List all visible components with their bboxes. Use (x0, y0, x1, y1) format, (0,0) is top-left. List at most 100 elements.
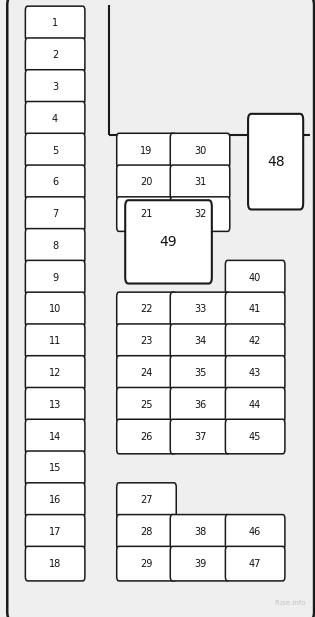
Text: 26: 26 (140, 431, 153, 442)
Text: 1: 1 (52, 19, 58, 28)
FancyBboxPatch shape (117, 387, 176, 422)
FancyBboxPatch shape (25, 515, 85, 549)
Text: 24: 24 (140, 368, 153, 378)
Text: 12: 12 (49, 368, 61, 378)
Text: 40: 40 (249, 273, 261, 283)
Text: 7: 7 (52, 209, 58, 219)
Text: 34: 34 (194, 336, 206, 346)
FancyBboxPatch shape (170, 292, 230, 327)
Text: 5: 5 (52, 146, 58, 155)
Text: Fuse.info: Fuse.info (274, 600, 306, 606)
Text: 48: 48 (267, 155, 284, 168)
Text: 23: 23 (140, 336, 153, 346)
Text: 6: 6 (52, 177, 58, 188)
FancyBboxPatch shape (226, 515, 285, 549)
FancyBboxPatch shape (117, 324, 176, 358)
FancyBboxPatch shape (117, 292, 176, 327)
FancyBboxPatch shape (25, 229, 85, 263)
Text: 38: 38 (194, 527, 206, 537)
FancyBboxPatch shape (248, 114, 303, 210)
FancyBboxPatch shape (170, 387, 230, 422)
Text: 19: 19 (140, 146, 152, 155)
Text: 46: 46 (249, 527, 261, 537)
Text: 8: 8 (52, 241, 58, 251)
Text: 27: 27 (140, 495, 153, 505)
FancyBboxPatch shape (25, 133, 85, 168)
Text: 25: 25 (140, 400, 153, 410)
Text: 20: 20 (140, 177, 153, 188)
Text: 4: 4 (52, 114, 58, 124)
Text: 43: 43 (249, 368, 261, 378)
FancyBboxPatch shape (117, 482, 176, 517)
Text: 42: 42 (249, 336, 261, 346)
FancyBboxPatch shape (170, 324, 230, 358)
FancyBboxPatch shape (7, 0, 314, 617)
Text: 30: 30 (194, 146, 206, 155)
Text: 17: 17 (49, 527, 61, 537)
FancyBboxPatch shape (170, 547, 230, 581)
FancyBboxPatch shape (226, 260, 285, 295)
Text: 29: 29 (140, 558, 153, 569)
Text: 39: 39 (194, 558, 206, 569)
Text: 14: 14 (49, 431, 61, 442)
Text: 11: 11 (49, 336, 61, 346)
FancyBboxPatch shape (25, 197, 85, 231)
Text: 15: 15 (49, 463, 61, 473)
FancyBboxPatch shape (25, 101, 85, 136)
Text: 2: 2 (52, 50, 58, 60)
FancyBboxPatch shape (25, 38, 85, 73)
FancyBboxPatch shape (117, 355, 176, 391)
FancyBboxPatch shape (170, 515, 230, 549)
FancyBboxPatch shape (117, 515, 176, 549)
FancyBboxPatch shape (117, 547, 176, 581)
Text: 31: 31 (194, 177, 206, 188)
FancyBboxPatch shape (125, 200, 212, 284)
FancyBboxPatch shape (117, 197, 176, 231)
Text: 44: 44 (249, 400, 261, 410)
Text: 49: 49 (160, 235, 177, 249)
FancyBboxPatch shape (25, 260, 85, 295)
FancyBboxPatch shape (117, 133, 176, 168)
FancyBboxPatch shape (170, 197, 230, 231)
Text: 32: 32 (194, 209, 206, 219)
FancyBboxPatch shape (25, 292, 85, 327)
FancyBboxPatch shape (25, 165, 85, 200)
FancyBboxPatch shape (226, 547, 285, 581)
Text: 37: 37 (194, 431, 206, 442)
FancyBboxPatch shape (25, 451, 85, 486)
FancyBboxPatch shape (226, 420, 285, 454)
Text: 10: 10 (49, 304, 61, 315)
FancyBboxPatch shape (170, 355, 230, 391)
Text: 16: 16 (49, 495, 61, 505)
FancyBboxPatch shape (226, 355, 285, 391)
Text: 35: 35 (194, 368, 206, 378)
FancyBboxPatch shape (226, 324, 285, 358)
Text: 41: 41 (249, 304, 261, 315)
Text: 47: 47 (249, 558, 261, 569)
FancyBboxPatch shape (25, 70, 85, 104)
Text: 13: 13 (49, 400, 61, 410)
Text: 3: 3 (52, 82, 58, 92)
FancyBboxPatch shape (117, 420, 176, 454)
Text: 18: 18 (49, 558, 61, 569)
FancyBboxPatch shape (25, 324, 85, 358)
Text: 33: 33 (194, 304, 206, 315)
Text: 36: 36 (194, 400, 206, 410)
FancyBboxPatch shape (226, 292, 285, 327)
FancyBboxPatch shape (117, 165, 176, 200)
FancyBboxPatch shape (170, 165, 230, 200)
FancyBboxPatch shape (25, 482, 85, 517)
FancyBboxPatch shape (25, 547, 85, 581)
FancyBboxPatch shape (170, 133, 230, 168)
FancyBboxPatch shape (25, 387, 85, 422)
Text: 21: 21 (140, 209, 153, 219)
Text: 9: 9 (52, 273, 58, 283)
FancyBboxPatch shape (25, 420, 85, 454)
Text: 28: 28 (140, 527, 153, 537)
Text: 45: 45 (249, 431, 261, 442)
FancyBboxPatch shape (226, 387, 285, 422)
FancyBboxPatch shape (25, 6, 85, 41)
Text: 22: 22 (140, 304, 153, 315)
FancyBboxPatch shape (170, 420, 230, 454)
FancyBboxPatch shape (25, 355, 85, 391)
